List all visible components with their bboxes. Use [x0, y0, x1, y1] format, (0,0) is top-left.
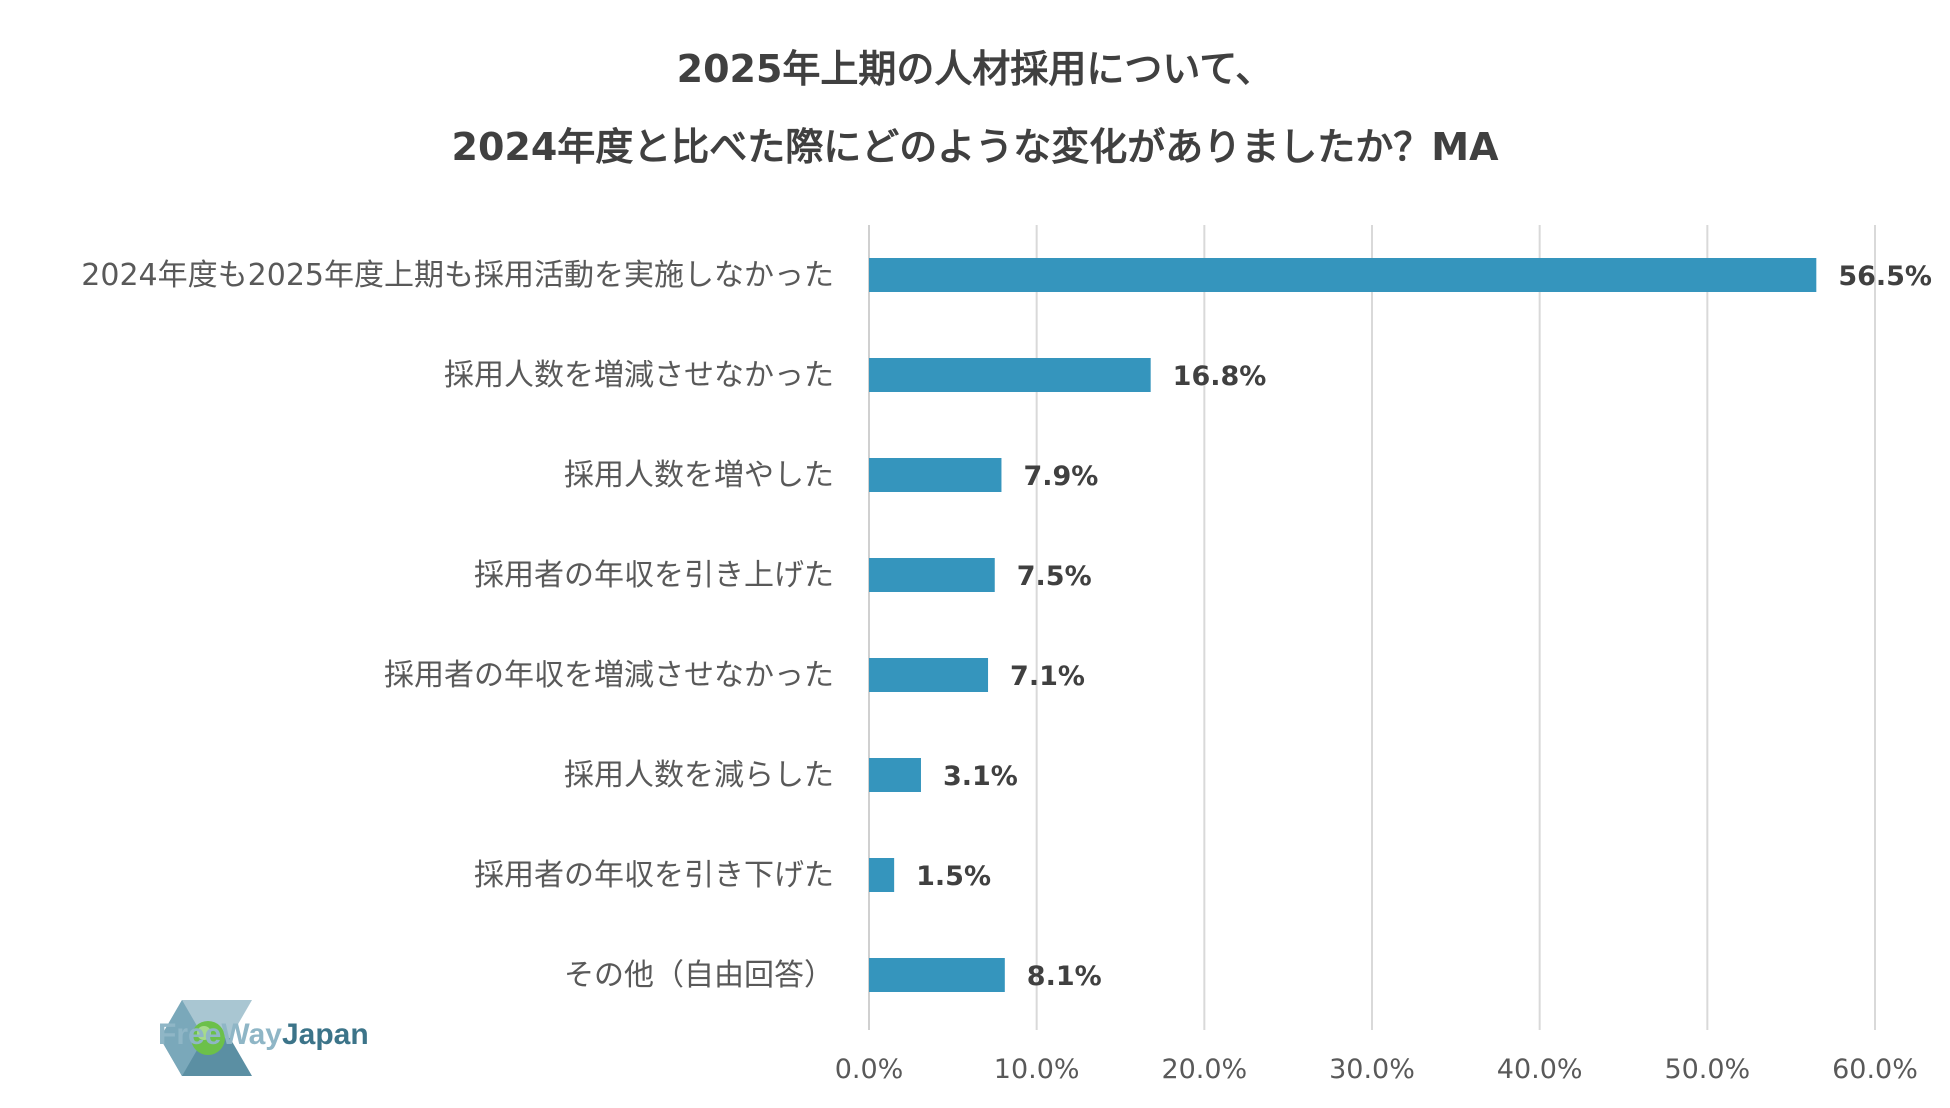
- x-axis-tick-labels: 0.0% 10.0% 20.0% 30.0% 40.0% 50.0% 60.0%: [835, 1054, 1918, 1085]
- bar: [869, 358, 1151, 392]
- category-label: 採用人数を増やした: [564, 458, 834, 493]
- category-label: 2024年度も2025年度上期も採用活動を実施しなかった: [81, 258, 834, 293]
- category-label: 採用者の年収を引き上げた: [474, 558, 834, 593]
- data-label: 7.9%: [1023, 461, 1098, 492]
- chart-title: 2025年上期の人材採用について、 2024年度と比べた際にどのような変化があり…: [0, 30, 1950, 186]
- logo-text-japan: Japan: [281, 1018, 369, 1051]
- data-label: 16.8%: [1173, 361, 1267, 392]
- x-tick-label: 60.0%: [1832, 1054, 1918, 1085]
- bar: [869, 258, 1817, 292]
- logo-text-freeway: FreeWay: [158, 1018, 282, 1051]
- bar: [869, 858, 895, 892]
- x-tick-label: 10.0%: [994, 1054, 1080, 1085]
- category-label: 採用者の年収を引き下げた: [474, 858, 834, 893]
- bars: [869, 258, 1817, 992]
- chart-title-line-2: 2024年度と比べた際にどのような変化がありましたか？MA: [451, 125, 1499, 169]
- category-label: その他（自由回答）: [564, 958, 834, 993]
- bar: [869, 958, 1005, 992]
- chart-title-line-1: 2025年上期の人材採用について、: [676, 47, 1274, 91]
- x-tick-label: 30.0%: [1329, 1054, 1415, 1085]
- freewayjapan-logo-icon: [160, 1000, 252, 1076]
- x-tick-label: 40.0%: [1497, 1054, 1583, 1085]
- data-label: 8.1%: [1027, 961, 1102, 992]
- data-label: 56.5%: [1838, 261, 1932, 292]
- logo-text: FreeWayJapan: [158, 1018, 369, 1052]
- data-label: 1.5%: [916, 861, 991, 892]
- bar: [869, 458, 1002, 492]
- data-label: 7.5%: [1017, 561, 1092, 592]
- data-label: 3.1%: [943, 761, 1018, 792]
- bar: [869, 558, 995, 592]
- category-label: 採用人数を減らした: [564, 758, 834, 793]
- data-labels: 56.5% 16.8% 7.9% 7.5% 7.1% 3.1% 1.5% 8.1%: [916, 261, 1932, 992]
- bar: [869, 758, 921, 792]
- data-label: 7.1%: [1010, 661, 1085, 692]
- bar: [869, 658, 989, 692]
- x-tick-label: 50.0%: [1664, 1054, 1750, 1085]
- gridlines: [868, 225, 1876, 1030]
- category-label: 採用人数を増減させなかった: [444, 358, 834, 393]
- x-tick-label: 0.0%: [835, 1054, 904, 1085]
- x-tick-label: 20.0%: [1161, 1054, 1247, 1085]
- category-label: 採用者の年収を増減させなかった: [384, 658, 834, 693]
- category-labels: 2024年度も2025年度上期も採用活動を実施しなかった採用人数を増減させなかっ…: [81, 258, 834, 993]
